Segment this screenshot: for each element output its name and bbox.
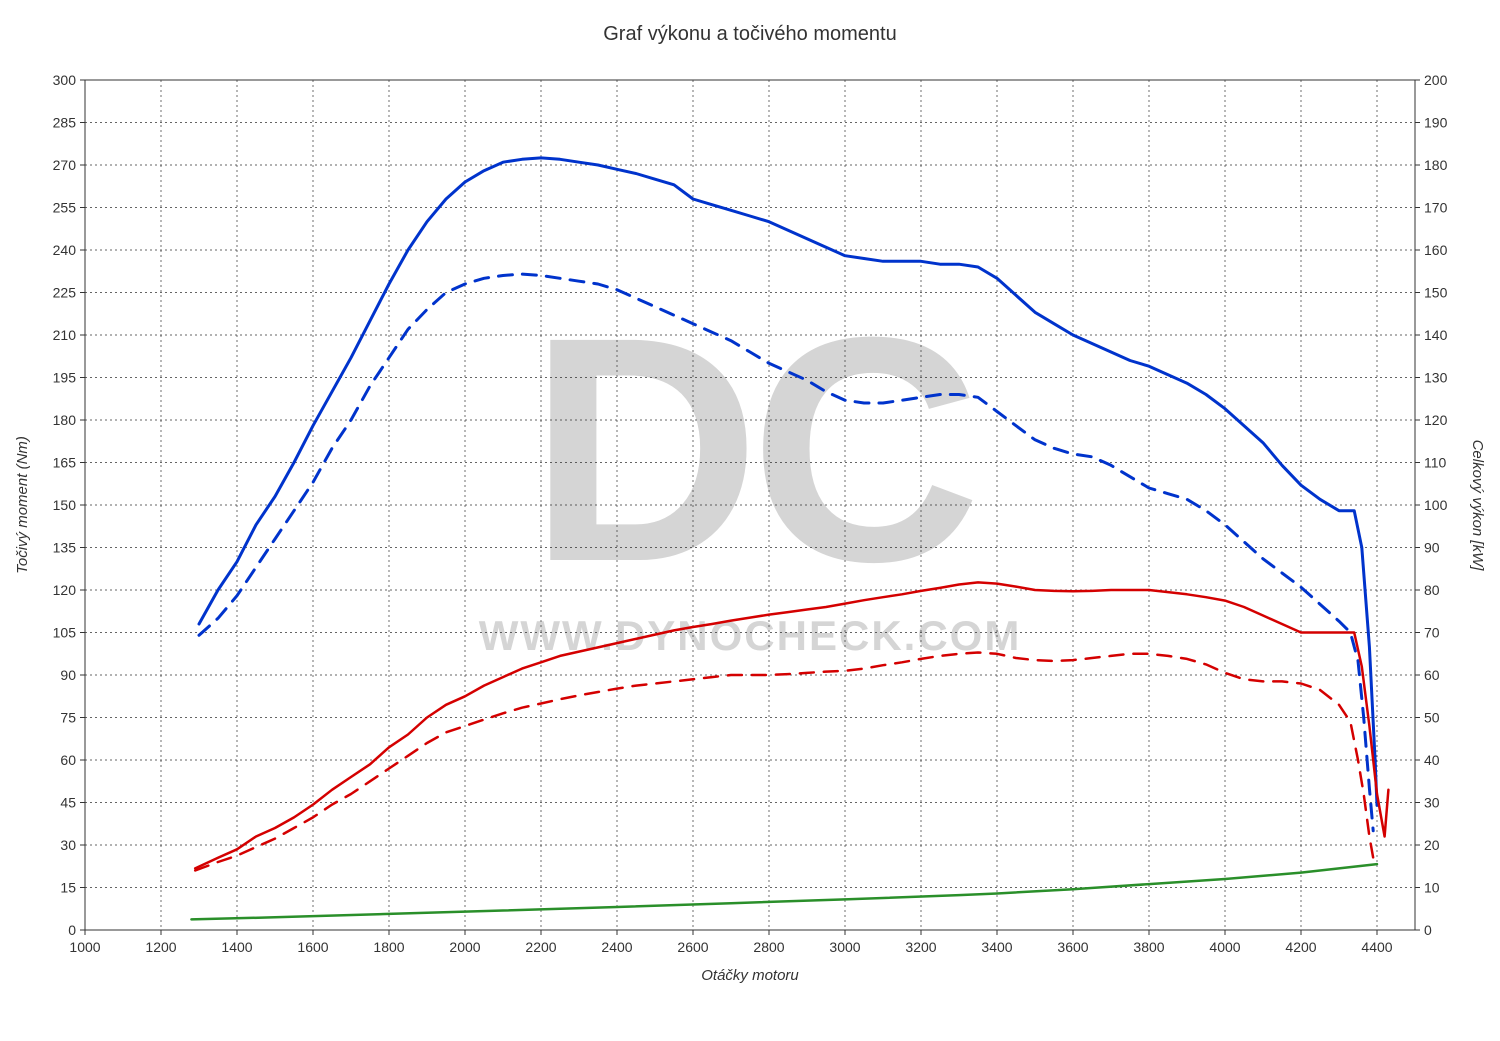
y-right-tick-label: 140 — [1424, 327, 1448, 343]
y-right-tick-label: 120 — [1424, 412, 1448, 428]
y-left-tick-label: 270 — [53, 157, 77, 173]
y-right-tick-label: 130 — [1424, 370, 1448, 386]
x-tick-label: 4400 — [1361, 939, 1392, 955]
y-left-tick-label: 120 — [53, 582, 77, 598]
y-left-tick-label: 300 — [53, 72, 77, 88]
y-left-tick-label: 45 — [60, 795, 76, 811]
x-axis-label: Otáčky motoru — [701, 967, 799, 984]
x-tick-label: 3200 — [905, 939, 936, 955]
y-right-tick-label: 40 — [1424, 752, 1440, 768]
x-ticks: 1000 1200 1400 1600 1800 2000 2200 2400 2600 2800… — [69, 930, 1392, 955]
x-tick-label: 2200 — [525, 939, 556, 955]
y-left-tick-label: 105 — [53, 625, 77, 641]
x-tick-label: 1200 — [145, 939, 176, 955]
y-right-tick-label: 60 — [1424, 667, 1440, 683]
y-right-tick-label: 200 — [1424, 72, 1448, 88]
y-left-ticks: 0 15 30 45 60 75 90 105 120 135 150 165 180 195 210 225… — [53, 72, 85, 938]
y-right-tick-label: 160 — [1424, 242, 1448, 258]
y-left-tick-label: 195 — [53, 370, 77, 386]
watermark: DC WWW.DYNOCHECK.COM — [479, 270, 1022, 659]
y-left-tick-label: 285 — [53, 115, 77, 131]
y-left-tick-label: 90 — [60, 667, 76, 683]
y-left-tick-label: 165 — [53, 455, 77, 471]
x-tick-label: 3400 — [981, 939, 1012, 955]
x-tick-label: 1000 — [69, 939, 100, 955]
y-left-tick-label: 255 — [53, 200, 77, 216]
y-left-tick-label: 15 — [60, 880, 76, 896]
y-left-tick-label: 150 — [53, 497, 77, 513]
y-right-tick-label: 80 — [1424, 582, 1440, 598]
y-right-tick-label: 150 — [1424, 285, 1448, 301]
y-left-tick-label: 75 — [60, 710, 76, 726]
y-left-tick-label: 30 — [60, 837, 76, 853]
y-right-tick-label: 10 — [1424, 880, 1440, 896]
y-left-tick-label: 240 — [53, 242, 77, 258]
y-left-tick-label: 225 — [53, 285, 77, 301]
x-tick-label: 1600 — [297, 939, 328, 955]
y-right-tick-label: 30 — [1424, 795, 1440, 811]
grid — [85, 80, 1415, 930]
y-right-tick-label: 20 — [1424, 837, 1440, 853]
y-right-ticks: 0 10 20 30 40 50 60 70 80 90 100 110 120 130 140 150 160… — [1415, 72, 1448, 938]
y-left-tick-label: 60 — [60, 752, 76, 768]
y-right-tick-label: 90 — [1424, 540, 1440, 556]
y-left-tick-label: 210 — [53, 327, 77, 343]
y-right-tick-label: 110 — [1424, 455, 1447, 471]
y-right-tick-label: 50 — [1424, 710, 1440, 726]
y-right-tick-label: 0 — [1424, 922, 1432, 938]
dyno-chart: Graf výkonu a točivého momentu DC WWW.DY… — [0, 0, 1500, 1041]
watermark-url: WWW.DYNOCHECK.COM — [479, 612, 1022, 659]
x-tick-label: 2000 — [449, 939, 480, 955]
y-left-tick-label: 180 — [53, 412, 77, 428]
series-loss_green — [191, 864, 1377, 919]
y-left-tick-label: 135 — [53, 540, 77, 556]
y-left-axis-label: Točivý moment (Nm) — [14, 436, 31, 574]
y-right-tick-label: 190 — [1424, 115, 1448, 131]
watermark-big: DC — [529, 270, 975, 628]
x-tick-label: 1400 — [221, 939, 252, 955]
y-right-tick-label: 70 — [1424, 625, 1440, 641]
x-tick-label: 3800 — [1133, 939, 1164, 955]
x-tick-label: 3000 — [829, 939, 860, 955]
x-tick-label: 2800 — [753, 939, 784, 955]
x-tick-label: 3600 — [1057, 939, 1088, 955]
y-right-axis-label: Celkový výkon [kW] — [1469, 440, 1486, 572]
x-tick-label: 2600 — [677, 939, 708, 955]
y-right-tick-label: 180 — [1424, 157, 1448, 173]
x-tick-label: 4200 — [1285, 939, 1316, 955]
chart-title: Graf výkonu a točivého momentu — [603, 23, 896, 45]
x-tick-label: 1800 — [373, 939, 404, 955]
y-right-tick-label: 170 — [1424, 200, 1448, 216]
y-right-tick-label: 100 — [1424, 497, 1448, 513]
x-tick-label: 2400 — [601, 939, 632, 955]
x-tick-label: 4000 — [1209, 939, 1240, 955]
y-left-tick-label: 0 — [68, 922, 76, 938]
